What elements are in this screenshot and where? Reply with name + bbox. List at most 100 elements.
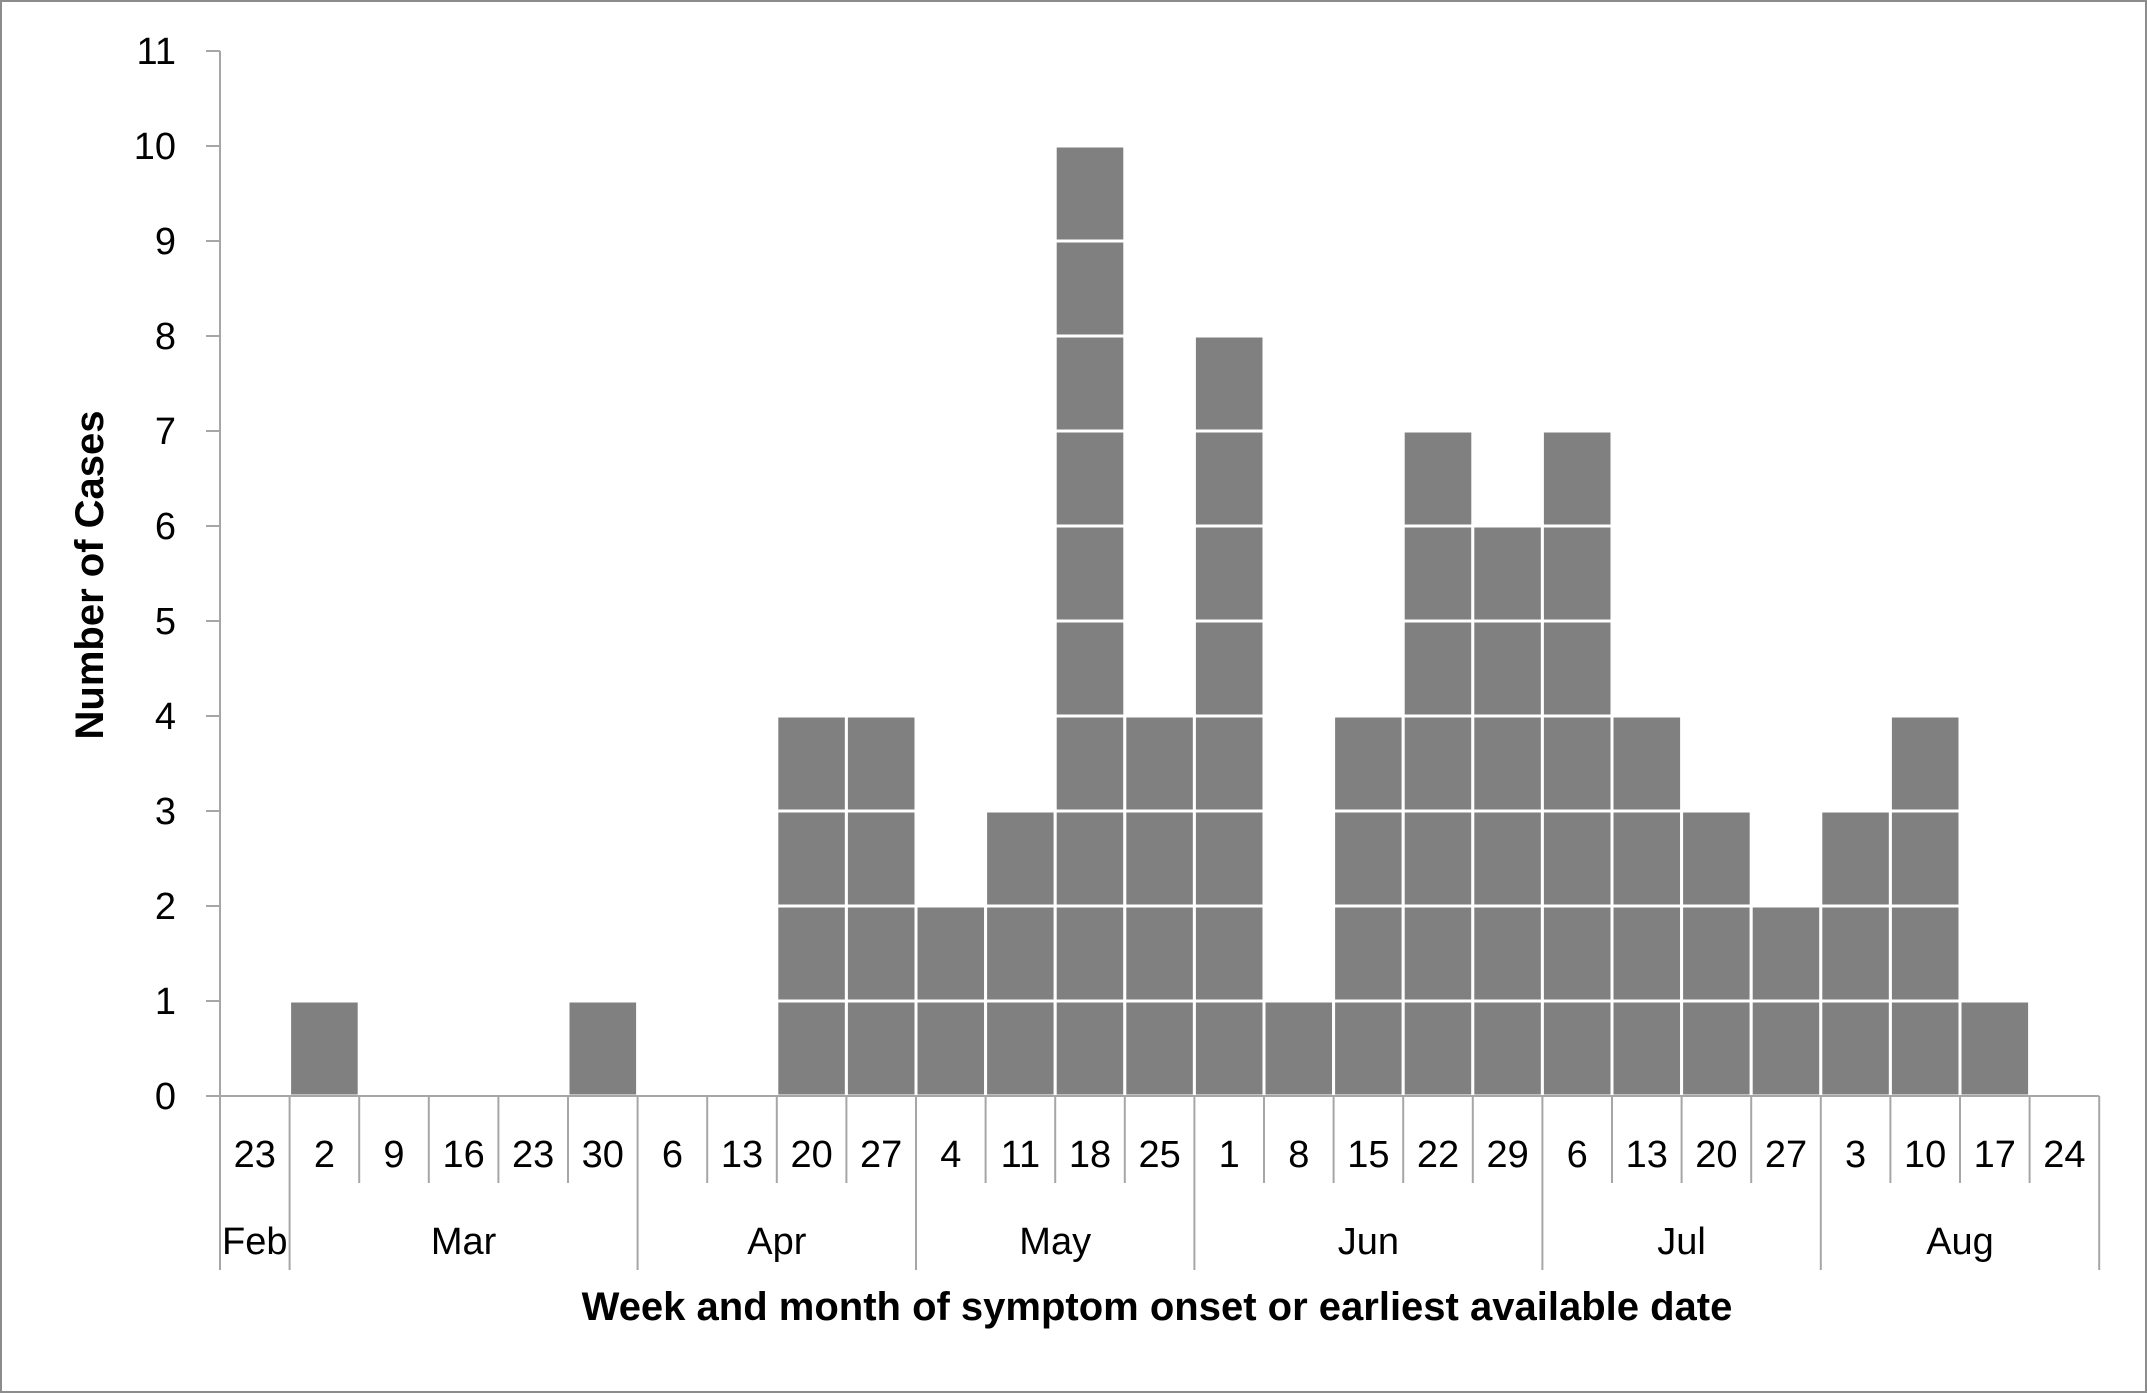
case-block (1749, 904, 1823, 1003)
y-tick-label: 8 (155, 316, 176, 358)
case-block (1053, 904, 1127, 1003)
x-week-label: 20 (790, 1134, 832, 1176)
x-week-label: 8 (1288, 1134, 1309, 1176)
case-block (1401, 429, 1475, 528)
case-block (1749, 999, 1823, 1098)
plot-area (288, 144, 2032, 1098)
case-block (1332, 904, 1405, 1003)
case-block (1332, 999, 1405, 1098)
case-block (1192, 714, 1266, 813)
y-tick-label: 4 (155, 696, 176, 738)
case-block (1540, 809, 1614, 908)
x-week-label: 6 (1567, 1134, 1588, 1176)
case-block (914, 904, 988, 1003)
x-week-label: 30 (582, 1134, 624, 1176)
x-week-label: 13 (1626, 1134, 1668, 1176)
case-block (1471, 904, 1544, 1003)
case-block (566, 999, 640, 1098)
case-block (1610, 904, 1684, 1003)
case-block (1610, 809, 1684, 908)
case-block (1680, 809, 1753, 908)
x-week-label: 11 (1001, 1134, 1040, 1176)
case-block (1053, 144, 1127, 243)
case-block (844, 714, 918, 813)
x-week-label: 17 (1974, 1134, 2016, 1176)
case-block (1192, 809, 1266, 908)
case-block (1471, 999, 1544, 1098)
y-tick-label: 5 (155, 601, 176, 643)
x-week-label: 10 (1904, 1134, 1946, 1176)
x-week-label: 6 (662, 1134, 683, 1176)
y-axis-title: Number of Cases (68, 411, 112, 740)
x-month-label: Feb (222, 1221, 287, 1263)
case-block (984, 809, 1057, 908)
case-block (1401, 904, 1475, 1003)
case-block (914, 999, 988, 1098)
x-week-label: 4 (940, 1134, 961, 1176)
case-block (844, 904, 918, 1003)
x-month-label: Aug (1926, 1221, 1994, 1263)
case-block (1053, 999, 1127, 1098)
x-week-label: 2 (314, 1134, 335, 1176)
case-block (1053, 334, 1127, 433)
case-block (1192, 429, 1266, 528)
case-block (1540, 904, 1614, 1003)
y-tick-label: 9 (155, 221, 176, 263)
case-block (1401, 714, 1475, 813)
case-block (1888, 904, 1962, 1003)
case-block (1958, 999, 2032, 1098)
x-axis-title: Week and month of symptom onset or earli… (582, 1285, 1733, 1329)
case-block (984, 999, 1057, 1098)
case-block (1471, 714, 1544, 813)
case-block (1401, 619, 1475, 718)
case-block (1471, 809, 1544, 908)
case-block (1192, 524, 1266, 623)
case-block (1540, 999, 1614, 1098)
case-block (1123, 809, 1196, 908)
case-block (775, 999, 848, 1098)
x-week-label: 1 (1219, 1134, 1240, 1176)
x-month-label: Jul (1657, 1221, 1706, 1263)
case-block (1540, 429, 1614, 528)
case-block (1123, 904, 1196, 1003)
x-week-label: 27 (860, 1134, 902, 1176)
y-tick-label: 3 (155, 791, 176, 833)
x-week-label: 27 (1765, 1134, 1807, 1176)
case-block (1540, 619, 1614, 718)
case-block (1053, 429, 1127, 528)
case-block (1610, 714, 1684, 813)
x-month-label: Jun (1338, 1221, 1399, 1263)
x-week-label: 18 (1069, 1134, 1111, 1176)
x-week-label: 23 (512, 1134, 554, 1176)
y-tick-label: 2 (155, 886, 176, 928)
case-block (775, 904, 848, 1003)
x-week-label: 24 (2043, 1134, 2085, 1176)
y-tick-label: 7 (155, 411, 176, 453)
case-block (1192, 904, 1266, 1003)
case-block (1192, 334, 1266, 433)
case-block (1401, 999, 1475, 1098)
x-week-label: 20 (1695, 1134, 1737, 1176)
x-week-label: 22 (1417, 1134, 1459, 1176)
case-block (288, 999, 361, 1098)
y-tick-label: 11 (137, 31, 176, 73)
case-block (1610, 999, 1684, 1098)
y-tick-label: 10 (134, 126, 176, 168)
case-block (1471, 524, 1544, 623)
x-week-label: 13 (721, 1134, 763, 1176)
case-block (775, 714, 848, 813)
case-block (1680, 999, 1753, 1098)
y-tick-label: 0 (155, 1076, 176, 1118)
x-week-label: 29 (1486, 1134, 1528, 1176)
y-tick-label: 6 (155, 506, 176, 548)
y-tick-label: 1 (155, 981, 176, 1023)
case-block (1053, 524, 1127, 623)
case-block (1819, 999, 1892, 1098)
case-block (1401, 524, 1475, 623)
case-block (1053, 809, 1127, 908)
x-week-label: 9 (383, 1134, 404, 1176)
case-block (1262, 999, 1336, 1098)
case-block (844, 809, 918, 908)
case-block (1540, 524, 1614, 623)
